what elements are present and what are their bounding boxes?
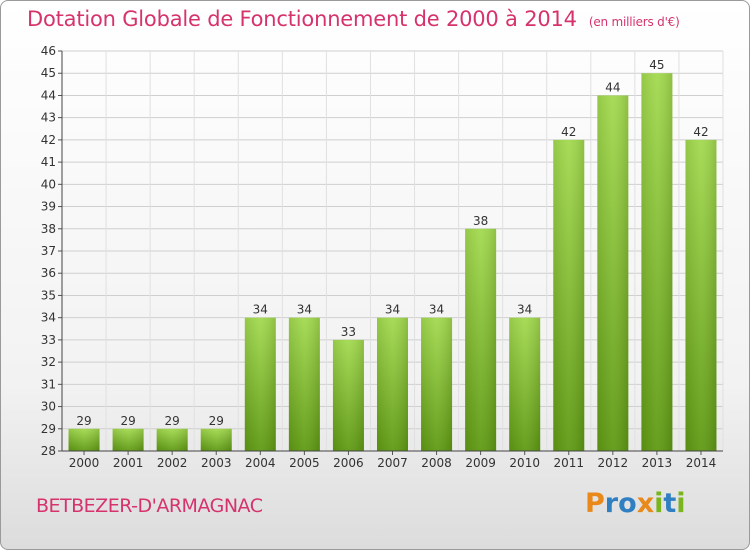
data-label: 45 <box>649 58 664 72</box>
data-label: 42 <box>561 125 576 139</box>
x-tick-label: 2011 <box>553 456 584 470</box>
data-label: 29 <box>209 414 224 428</box>
y-tick-label: 33 <box>41 333 56 347</box>
bar-shading <box>553 139 585 451</box>
x-tick-label: 2004 <box>245 456 276 470</box>
logo-letter: x <box>636 488 655 519</box>
data-label: 33 <box>341 325 356 339</box>
data-label: 29 <box>76 414 91 428</box>
data-label: 38 <box>473 214 488 228</box>
bar-shading <box>112 428 144 451</box>
y-tick-label: 30 <box>41 400 56 414</box>
y-tick-label: 38 <box>41 222 56 236</box>
data-label: 44 <box>605 80 620 94</box>
data-label: 29 <box>165 414 180 428</box>
y-tick-label: 31 <box>41 377 56 391</box>
bar-shading <box>509 317 541 451</box>
data-label: 34 <box>253 303 268 317</box>
data-label: 34 <box>297 303 312 317</box>
y-tick-label: 36 <box>41 266 56 280</box>
y-tick-label: 32 <box>41 355 56 369</box>
y-tick-label: 42 <box>41 133 56 147</box>
x-tick-label: 2003 <box>201 456 232 470</box>
logo-letter: i <box>654 488 664 519</box>
y-tick-label: 46 <box>41 44 56 58</box>
chart-title: Dotation Globale de Fonctionnement de 20… <box>27 7 680 31</box>
y-tick-label: 45 <box>41 66 56 80</box>
data-label: 34 <box>385 303 400 317</box>
y-tick-label: 39 <box>41 200 56 214</box>
logo-letter: r <box>604 488 619 519</box>
bar-shading <box>421 317 453 451</box>
x-tick-label: 2014 <box>686 456 717 470</box>
x-tick-label: 2010 <box>509 456 540 470</box>
bar-shading <box>288 317 320 451</box>
x-tick-label: 2012 <box>598 456 629 470</box>
bar-shading <box>200 428 232 451</box>
logo-letter: o <box>618 488 637 519</box>
bar-shading <box>597 95 629 451</box>
y-tick-label: 44 <box>41 88 56 102</box>
y-tick-label: 29 <box>41 422 56 436</box>
bar-shading <box>68 428 100 451</box>
y-tick-label: 37 <box>41 244 56 258</box>
bar-shading <box>377 317 408 451</box>
bar-shading <box>332 339 364 451</box>
bar-shading <box>465 228 497 451</box>
logo-letter: t <box>663 488 677 519</box>
data-label: 34 <box>517 303 532 317</box>
commune-name: BETBEZER-D'ARMAGNAC <box>36 495 263 517</box>
y-tick-label: 41 <box>41 155 56 169</box>
x-tick-label: 2002 <box>157 456 188 470</box>
x-tick-label: 2006 <box>333 456 364 470</box>
bar-shading <box>641 73 673 451</box>
x-tick-label: 2007 <box>377 456 408 470</box>
y-tick-label: 40 <box>41 177 56 191</box>
x-tick-label: 2008 <box>421 456 452 470</box>
chart-unit: (en milliers d'€) <box>588 15 680 29</box>
x-tick-label: 2001 <box>113 456 144 470</box>
y-tick-label: 35 <box>41 288 56 302</box>
proxiti-logo: Proxiti <box>585 488 686 519</box>
x-tick-label: 2005 <box>289 456 320 470</box>
y-tick-label: 34 <box>41 311 56 325</box>
bar-shading <box>156 428 188 451</box>
y-tick-label: 43 <box>41 111 56 125</box>
bar-shading <box>244 317 276 451</box>
x-tick-label: 2013 <box>642 456 673 470</box>
bar-shading <box>685 139 717 451</box>
logo-letter: P <box>585 488 605 519</box>
y-tick-label: 28 <box>41 444 56 458</box>
x-tick-label: 2009 <box>465 456 496 470</box>
data-label: 34 <box>429 303 444 317</box>
data-label: 29 <box>120 414 135 428</box>
data-label: 42 <box>693 125 708 139</box>
x-tick-label: 2000 <box>69 456 100 470</box>
chart-title-text: Dotation Globale de Fonctionnement de 20… <box>27 7 577 31</box>
logo-letter: i <box>676 488 686 519</box>
